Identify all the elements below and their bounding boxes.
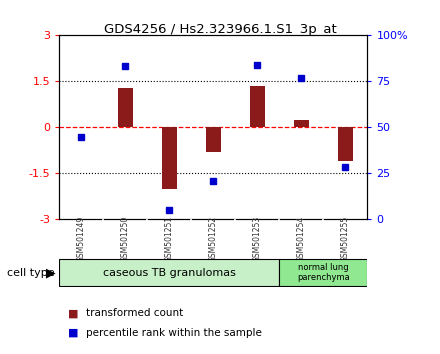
Bar	[206, 127, 221, 152]
Text: cell type: cell type	[7, 268, 54, 278]
Text: GSM501254: GSM501254	[297, 216, 306, 262]
Text: GSM501253: GSM501253	[253, 216, 262, 262]
FancyBboxPatch shape	[279, 259, 367, 286]
Bar	[294, 120, 309, 127]
Text: ■: ■	[68, 328, 79, 338]
FancyBboxPatch shape	[59, 259, 279, 286]
Bar	[338, 127, 353, 161]
Text: ■: ■	[68, 308, 79, 318]
Text: GSM501255: GSM501255	[341, 216, 350, 262]
Bar	[161, 127, 177, 189]
Text: GSM501250: GSM501250	[121, 216, 130, 262]
Text: caseous TB granulomas: caseous TB granulomas	[103, 268, 236, 278]
Bar	[118, 87, 133, 127]
Text: GSM501249: GSM501249	[77, 216, 86, 262]
Text: GDS4256 / Hs2.323966.1.S1_3p_at: GDS4256 / Hs2.323966.1.S1_3p_at	[104, 23, 336, 36]
Text: ▶: ▶	[46, 267, 55, 280]
Text: normal lung
parenchyma: normal lung parenchyma	[297, 263, 350, 282]
Text: percentile rank within the sample: percentile rank within the sample	[86, 328, 262, 338]
Text: transformed count: transformed count	[86, 308, 183, 318]
Text: GSM501252: GSM501252	[209, 216, 218, 262]
Text: GSM501251: GSM501251	[165, 216, 174, 262]
Bar	[250, 86, 265, 127]
